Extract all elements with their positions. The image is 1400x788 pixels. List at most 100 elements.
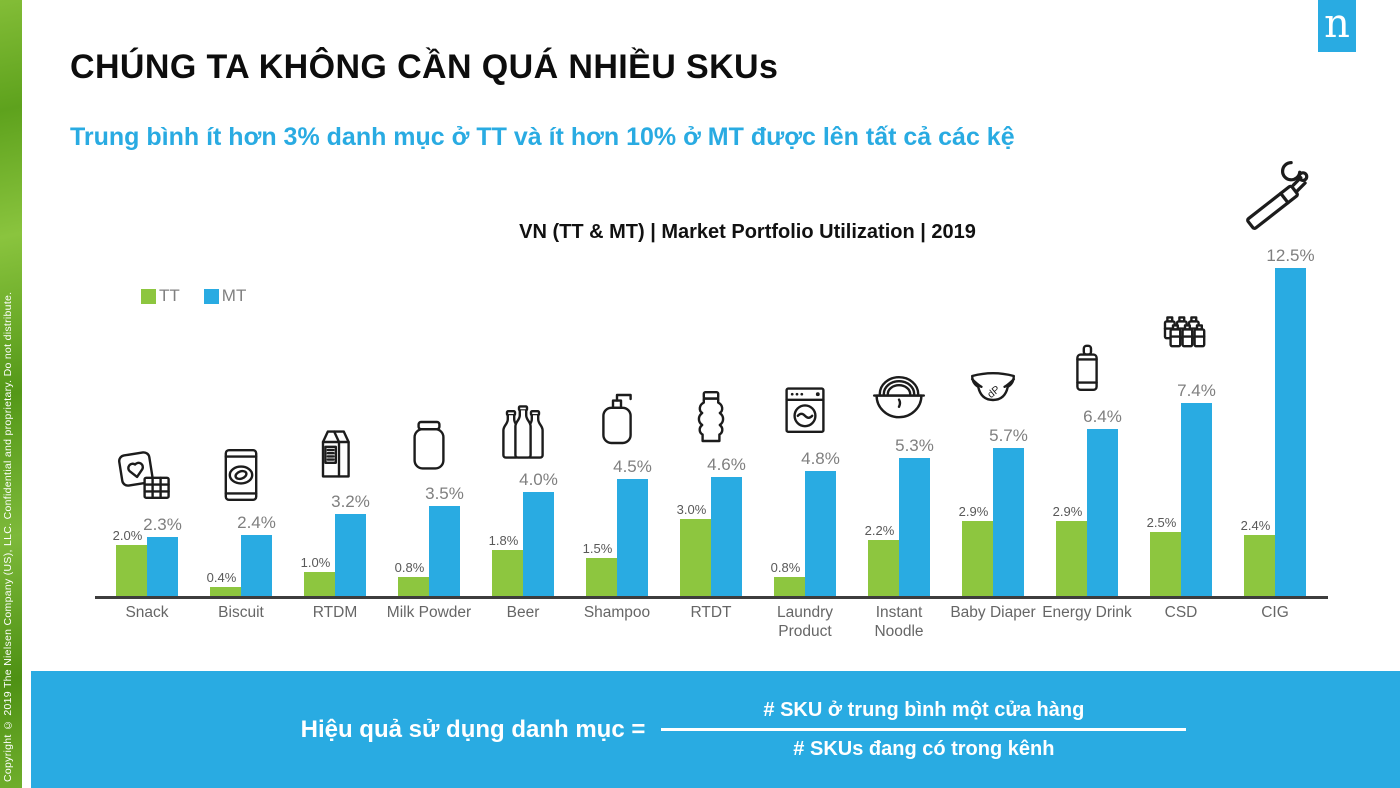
category-label: Milk Powder — [386, 604, 472, 621]
csd-bottles-icon — [1149, 311, 1213, 375]
tt-value-label: 1.5% — [582, 541, 613, 557]
washing-machine-icon — [773, 379, 837, 443]
snack-icon — [115, 445, 179, 509]
tt-value-label: 2.9% — [1052, 504, 1083, 520]
baby-diaper-icon: dP — [961, 356, 1025, 420]
legend-item-tt: TT — [141, 286, 180, 306]
mt-bar — [241, 534, 272, 598]
tt-bar — [492, 550, 523, 598]
milk-carton-icon — [303, 422, 367, 486]
mt-bar — [523, 492, 554, 598]
energy-drink-can-icon — [1055, 337, 1119, 401]
formula-banner: Hiệu quả sử dụng danh mục = # SKU ở trun… — [31, 671, 1400, 788]
formula-label: Hiệu quả sử dụng danh mục = — [300, 715, 646, 743]
mt-value-label: 4.8% — [801, 449, 840, 469]
tt-bar — [398, 576, 429, 598]
bar-group-snack: 2.0% 2.3% — [100, 170, 194, 598]
tt-value-label: 2.5% — [1146, 515, 1177, 530]
tt-value-label: 0.8% — [770, 559, 801, 575]
tt-bar — [1150, 532, 1181, 598]
bar-group-milk-powder: 0.8% 3.5% — [382, 170, 476, 598]
bar-chart: 2.0% 2.3% 0.4% 2.4% 1.0% 3.2% 0.8% 3.5% 1.8% 4.0%… — [95, 160, 1328, 640]
formula-numerator: # SKU ở trung bình một cửa hàng — [763, 699, 1085, 721]
legend-swatch-mt — [203, 288, 219, 304]
slide-title: CHÚNG TA KHÔNG CẦN QUÁ NHIỀU SKUs — [70, 48, 779, 86]
bar-group-csd: 2.5% 7.4% — [1134, 170, 1228, 598]
mt-bar — [1181, 402, 1212, 598]
formula-fraction: # SKU ở trung bình một cửa hàng # SKUs đ… — [661, 699, 1187, 760]
mt-value-label: 7.4% — [1177, 380, 1216, 400]
category-label: Snack — [125, 604, 169, 621]
mt-bar — [805, 471, 836, 598]
mt-value-label: 4.5% — [613, 457, 652, 477]
tt-bar — [1244, 534, 1275, 598]
sidebar-green-stripe: Copyright © 2019 The Nielsen Company (US… — [0, 0, 22, 788]
category-label: Energy Drink — [1042, 604, 1132, 621]
fraction-line — [661, 728, 1187, 731]
shampoo-bottle-icon — [585, 387, 649, 451]
category-label: Beer — [506, 604, 540, 621]
mt-value-label: 3.5% — [425, 483, 464, 503]
formula-denominator: # SKUs đang có trong kênh — [793, 738, 1055, 760]
mt-value-label: 5.7% — [989, 425, 1028, 445]
bar-group-instant-noodle: 2.2% 5.3% — [852, 170, 946, 598]
x-axis-line — [95, 596, 1328, 599]
noodle-bowl-icon — [867, 366, 931, 430]
category-label: Laundry Product — [776, 604, 833, 641]
category-label: Biscuit — [218, 604, 264, 621]
bar-group-laundry-product: 0.8% 4.8% — [758, 170, 852, 598]
mt-bar — [711, 476, 742, 598]
tt-bar — [1056, 521, 1087, 598]
mt-value-label: 12.5% — [1266, 246, 1315, 265]
category-label: Baby Diaper — [950, 604, 1036, 621]
chart-legend: TT MT — [141, 286, 246, 306]
tt-value-label: 1.0% — [300, 554, 331, 570]
copyright-text: Copyright © 2019 The Nielsen Company (US… — [2, 291, 14, 782]
category-label: RTDT — [690, 604, 732, 621]
mt-value-label: 4.0% — [519, 470, 558, 490]
category-label: Instant Noodle — [874, 604, 924, 641]
tt-value-label: 2.4% — [1240, 517, 1271, 533]
tt-value-label: 0.4% — [206, 570, 237, 586]
tt-bar — [586, 558, 617, 598]
mt-value-label: 2.4% — [237, 512, 276, 532]
biscuit-bag-icon — [209, 443, 273, 507]
bar-group-shampoo: 1.5% 4.5% — [570, 170, 664, 598]
chart-title: VN (TT & MT) | Market Portfolio Utilizat… — [519, 221, 976, 243]
bar-group-biscuit: 0.4% 2.4% — [194, 170, 288, 598]
cigarette-icon — [1232, 154, 1318, 240]
mt-bar — [617, 479, 648, 598]
nielsen-logo: n — [1318, 0, 1356, 52]
mt-value-label: 2.3% — [143, 515, 182, 535]
mt-bar — [335, 513, 366, 598]
mt-bar — [429, 505, 460, 598]
category-label: CSD — [1164, 604, 1198, 621]
mt-value-label: 5.3% — [895, 436, 934, 456]
rtd-tea-bottle-icon — [679, 385, 743, 449]
legend-label: TT — [159, 286, 180, 305]
bar-group-rtdm: 1.0% 3.2% — [288, 170, 382, 598]
beer-bottles-icon — [491, 400, 555, 464]
mt-bar — [147, 537, 178, 598]
bar-group-energy-drink: 2.9% 6.4% — [1040, 170, 1134, 598]
mt-value-label: 3.2% — [331, 491, 370, 511]
tt-value-label: 2.9% — [958, 504, 989, 520]
tt-value-label: 2.2% — [864, 522, 895, 538]
mt-value-label: 4.6% — [707, 454, 746, 474]
bar-group-baby-diaper: dP 2.9% 5.7% — [946, 170, 1040, 598]
mt-bar — [993, 447, 1024, 598]
category-label: Shampoo — [583, 604, 651, 621]
mt-bar — [1275, 268, 1306, 598]
tt-bar — [210, 587, 241, 598]
bar-group-cig: 2.4% 12.5% — [1228, 160, 1322, 598]
tt-value-label: 3.0% — [676, 501, 707, 517]
slide-subtitle: Trung bình ít hơn 3% danh mục ở TT và ít… — [70, 123, 1015, 151]
bar-group-rtdt: 3.0% 4.6% — [664, 170, 758, 598]
tt-bar — [116, 545, 147, 598]
tt-bar — [680, 518, 711, 598]
tt-value-label: 1.8% — [488, 533, 519, 549]
bar-group-beer: 1.8% 4.0% — [476, 170, 570, 598]
milk-powder-jar-icon — [397, 414, 461, 478]
legend-swatch-tt — [141, 288, 156, 304]
